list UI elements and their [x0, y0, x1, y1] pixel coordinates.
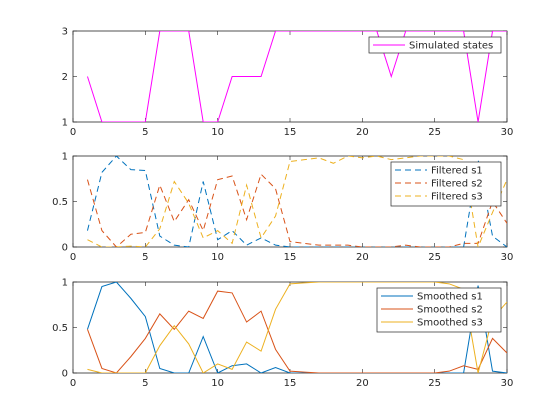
x-tick-label: 10 — [211, 378, 224, 389]
y-tick-label: 0.5 — [52, 323, 68, 334]
x-tick-label: 25 — [428, 378, 441, 389]
x-tick-label: 20 — [356, 252, 369, 263]
x-tick-label: 5 — [142, 252, 148, 263]
legend-label: Simulated states — [409, 41, 493, 52]
y-tick-label: 0.5 — [52, 197, 68, 208]
x-tick-label: 0 — [70, 127, 76, 138]
x-tick-label: 20 — [356, 127, 369, 138]
y-tick-label: 1 — [62, 278, 68, 289]
x-tick-label: 30 — [501, 127, 514, 138]
legend-box — [376, 287, 502, 333]
series-line-3 — [87, 282, 507, 373]
x-tick-label: 30 — [501, 252, 514, 263]
legend: Smoothed s1 Smoothed s2 Smoothed s3 — [376, 287, 502, 333]
legend-label: Smoothed s2 — [417, 305, 483, 316]
x-tick-label: 0 — [70, 378, 76, 389]
x-tick-label: 10 — [211, 252, 224, 263]
y-tick-label: 0 — [62, 243, 68, 254]
x-tick-label: 15 — [284, 378, 297, 389]
plot-area — [86, 282, 507, 373]
y-tick-label: 2 — [62, 72, 68, 83]
legend-label: Filtered s2 — [431, 179, 483, 190]
plot-area — [86, 156, 507, 247]
y-tick-label: 3 — [62, 27, 68, 38]
series-line-1 — [86, 156, 507, 247]
x-tick-label: 10 — [211, 127, 224, 138]
x-tick-label: 15 — [284, 252, 297, 263]
series-line-2 — [86, 173, 507, 247]
legend: Simulated states — [368, 36, 502, 54]
series-line-1 — [86, 282, 507, 373]
legend-box — [390, 161, 502, 207]
x-tick-label: 20 — [356, 378, 369, 389]
y-tick-label: 1 — [62, 118, 68, 129]
x-tick-label: 30 — [501, 378, 514, 389]
legend-label: Filtered s1 — [431, 166, 483, 177]
series-line-1 — [86, 31, 507, 122]
legend-label: Filtered s3 — [431, 192, 483, 203]
x-tick-label: 15 — [284, 127, 297, 138]
legend: Filtered s1 Filtered s2 Filtered s3 — [390, 161, 502, 207]
legend-label: Smoothed s3 — [417, 318, 483, 329]
y-tick-label: 0 — [62, 369, 68, 380]
x-tick-label: 25 — [428, 127, 441, 138]
x-tick-label: 0 — [70, 252, 76, 263]
legend-box — [368, 36, 502, 54]
y-tick-label: 1 — [62, 152, 68, 163]
legend-label: Smoothed s1 — [417, 292, 483, 303]
x-tick-label: 5 — [142, 127, 148, 138]
axes-1: 0 5 10 15 20 25 30 1 2 3 Simulated states — [62, 27, 514, 139]
plot-area — [86, 31, 507, 122]
series-line-2 — [87, 290, 507, 373]
x-tick-label: 5 — [142, 378, 148, 389]
x-tick-label: 25 — [428, 252, 441, 263]
